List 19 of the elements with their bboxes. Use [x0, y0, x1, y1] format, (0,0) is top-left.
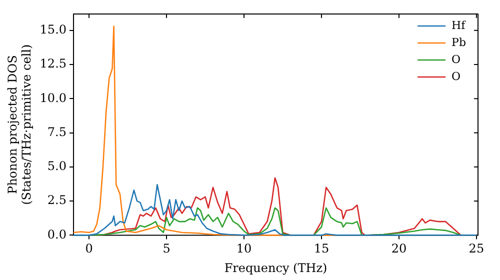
y-tick-label: 10.0 — [40, 90, 67, 105]
x-tick-label: 10 — [236, 242, 252, 256]
y-tick-label: 5.0 — [47, 159, 67, 174]
x-tick-label: 15 — [314, 242, 330, 256]
x-tick-label: 0 — [85, 242, 93, 256]
x-tick-label: 25 — [468, 242, 484, 256]
y-tick-label: 7.5 — [47, 124, 67, 139]
legend-label: Hf — [452, 18, 466, 32]
legend-label: O — [452, 70, 461, 83]
x-tick-label: 5 — [162, 242, 170, 256]
x-axis-title: Frequency (THz) — [224, 260, 328, 275]
y-axis-title: Phonon projected DOS (States/THz·primitive cell) — [5, 44, 34, 205]
x-tick-label: 20 — [391, 242, 407, 256]
y-tick-label: 2.5 — [47, 193, 67, 208]
legend-label: Pb — [452, 36, 466, 49]
y-tick-label: 12.5 — [40, 56, 67, 71]
y-tick-label: 0.0 — [47, 227, 67, 242]
y-tick-label: 15.0 — [40, 22, 67, 37]
legend-label: O — [452, 52, 461, 66]
